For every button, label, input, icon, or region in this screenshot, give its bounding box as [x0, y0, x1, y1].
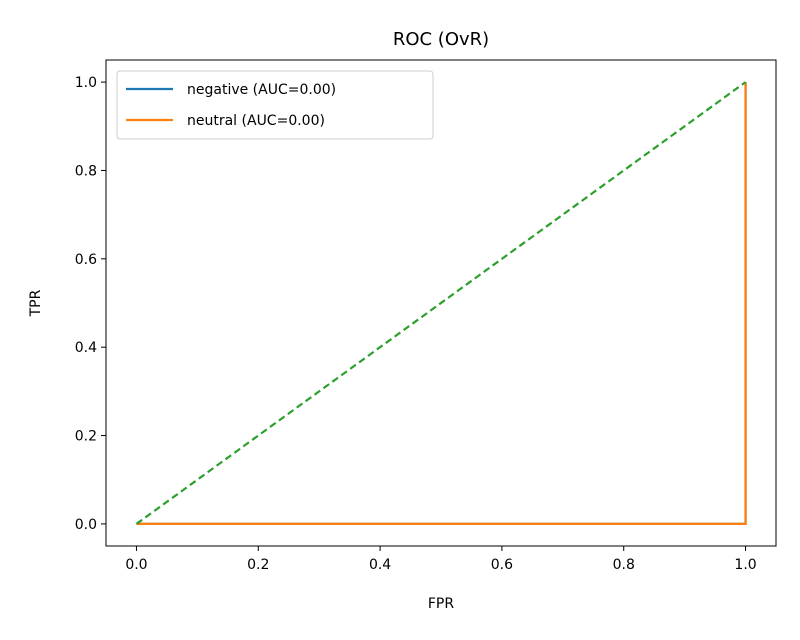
y-tick-label: 0.2 [75, 429, 97, 445]
y-tick-label: 0.0 [75, 517, 97, 533]
y-tick-label: 1.0 [75, 75, 97, 91]
series-line-2 [135, 81, 747, 525]
x-tick-label: 0.6 [491, 557, 513, 573]
plot-frame [105, 59, 777, 547]
legend-entry: negative (AUC=0.00) [187, 82, 336, 98]
legend-box [116, 70, 434, 140]
y-tick-label: 0.8 [75, 163, 97, 179]
y-tick-label: 0.4 [75, 340, 97, 356]
legend-entry: neutral (AUC=0.00) [187, 113, 325, 129]
x-axis-label: FPR [428, 596, 454, 612]
series-line-1 [136, 82, 747, 526]
y-tick-label: 0.6 [75, 252, 97, 268]
x-tick-label: 0.8 [613, 557, 635, 573]
chart-title: ROC (OvR) [393, 29, 489, 50]
x-tick-label: 1.0 [734, 557, 756, 573]
x-tick-label: 0.2 [247, 557, 269, 573]
x-tick-label: 0.4 [369, 557, 391, 573]
y-axis-label: TPR [28, 289, 44, 317]
x-tick-label: 0.0 [125, 557, 147, 573]
